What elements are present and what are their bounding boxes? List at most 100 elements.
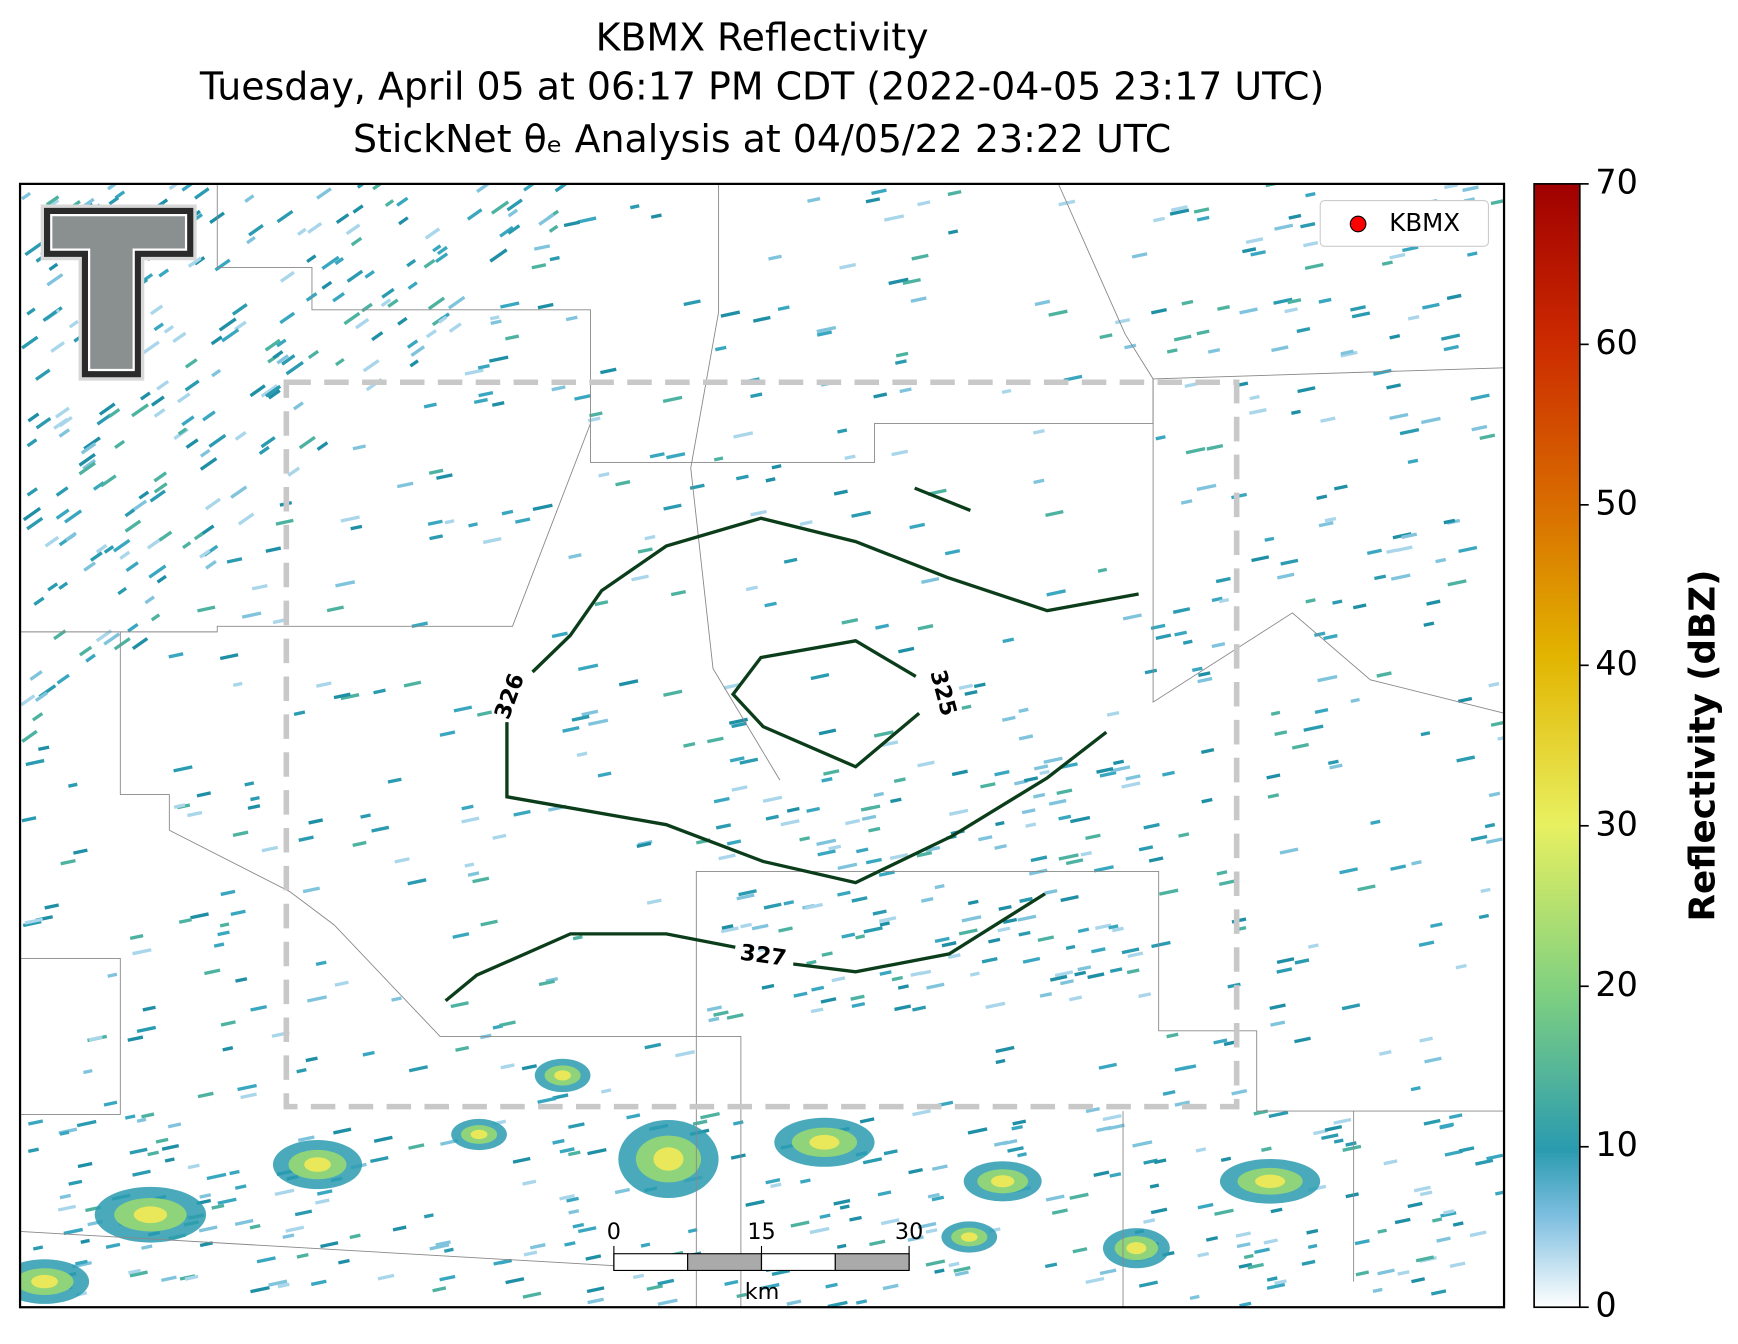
radar-return — [1049, 974, 1068, 982]
radar-return — [1074, 970, 1087, 977]
radar-return — [279, 270, 295, 283]
radar-return — [464, 368, 484, 376]
radar-return — [281, 354, 296, 366]
radar-return — [600, 367, 617, 375]
radar-cell — [133, 1206, 168, 1224]
radar-return — [1273, 297, 1293, 305]
radar-return — [1109, 967, 1123, 974]
radar-return — [1390, 864, 1407, 871]
radar-return — [184, 379, 200, 392]
radar-cell — [990, 1175, 1015, 1188]
radar-return — [265, 546, 282, 553]
radar-return — [1166, 348, 1178, 354]
scale-segment — [760, 1253, 836, 1272]
radar-return — [1333, 484, 1348, 491]
radar-return — [786, 806, 800, 813]
radar-return — [1443, 1209, 1455, 1215]
radar-return — [27, 1147, 40, 1154]
radar-return — [1407, 314, 1420, 321]
radar-return — [423, 1213, 434, 1219]
radar-return — [726, 839, 742, 846]
radar-return — [1288, 213, 1302, 220]
radar-return — [1307, 1243, 1318, 1250]
radar-return — [1471, 424, 1488, 432]
radar-return — [765, 477, 776, 483]
radar-return — [1390, 573, 1411, 581]
radar-return — [650, 213, 662, 219]
radar-return — [60, 858, 76, 866]
radar-return — [403, 680, 422, 688]
radar-return — [1270, 1020, 1286, 1027]
radar-return — [480, 919, 498, 927]
radar-return — [1355, 1270, 1370, 1277]
radar-return — [1291, 409, 1301, 415]
radar-return — [68, 319, 79, 329]
radar-return — [821, 777, 833, 783]
radar-return — [670, 589, 687, 597]
radar-return — [1339, 867, 1358, 875]
radar-return — [68, 1179, 83, 1186]
radar-return — [34, 691, 49, 702]
radar-return — [1419, 1036, 1433, 1043]
radar-return — [244, 781, 255, 787]
radar-return — [1023, 776, 1039, 783]
radar-return — [837, 428, 848, 434]
radar-return — [444, 519, 455, 525]
radar-return — [786, 1299, 802, 1306]
radar-return — [219, 653, 239, 661]
radar-return — [467, 871, 480, 877]
radar-return — [237, 512, 255, 526]
radar-return — [1357, 884, 1376, 892]
radar-return — [1294, 1036, 1311, 1044]
title: KBMX Reflectivity — [596, 16, 929, 60]
radar-return — [230, 485, 248, 499]
radar-return — [878, 916, 897, 923]
radar-return — [24, 241, 43, 257]
radar-return — [136, 1025, 157, 1034]
radar-return — [941, 941, 957, 948]
radar-return — [380, 298, 392, 308]
radar-return — [1485, 837, 1503, 845]
radar-return — [468, 522, 478, 528]
radar-return — [54, 406, 70, 419]
radar-return — [574, 394, 592, 401]
radar-return — [1174, 1100, 1191, 1107]
radar-return — [1149, 1183, 1160, 1189]
radar-return — [1280, 558, 1299, 566]
radar-return — [231, 303, 248, 316]
radar-return — [1182, 639, 1193, 645]
radar-return — [1056, 788, 1073, 796]
radar-return — [865, 197, 881, 204]
radar-return — [22, 506, 42, 522]
radar-return — [26, 516, 44, 531]
radar-return — [1304, 262, 1324, 271]
radar-return — [1497, 734, 1505, 741]
radar-return — [293, 710, 306, 716]
radar-return — [77, 1161, 93, 1169]
radar-return — [396, 196, 409, 207]
radar-return — [507, 208, 519, 218]
radar-return — [841, 617, 859, 625]
radar-return — [951, 769, 968, 777]
radar-return — [1218, 878, 1239, 887]
radar-return — [443, 1247, 454, 1253]
radar-return — [136, 1117, 147, 1123]
radar-return — [1490, 720, 1505, 727]
radar-return — [736, 1292, 748, 1299]
radar-return — [820, 997, 837, 1004]
radar-return — [83, 561, 96, 572]
radar-return — [958, 683, 973, 690]
radar-return — [218, 317, 237, 332]
radar-return — [1486, 1153, 1504, 1161]
radar-return — [1313, 1129, 1328, 1136]
radar-return — [733, 431, 754, 439]
radar-return — [1284, 307, 1298, 314]
radar-return — [1323, 633, 1338, 641]
radar-return — [1085, 1276, 1105, 1284]
radar-return — [25, 758, 45, 767]
radar-return — [168, 652, 184, 659]
radar-return — [1059, 762, 1078, 770]
radar-return — [46, 273, 64, 287]
radar-return — [715, 823, 732, 830]
radar-return — [156, 574, 167, 584]
